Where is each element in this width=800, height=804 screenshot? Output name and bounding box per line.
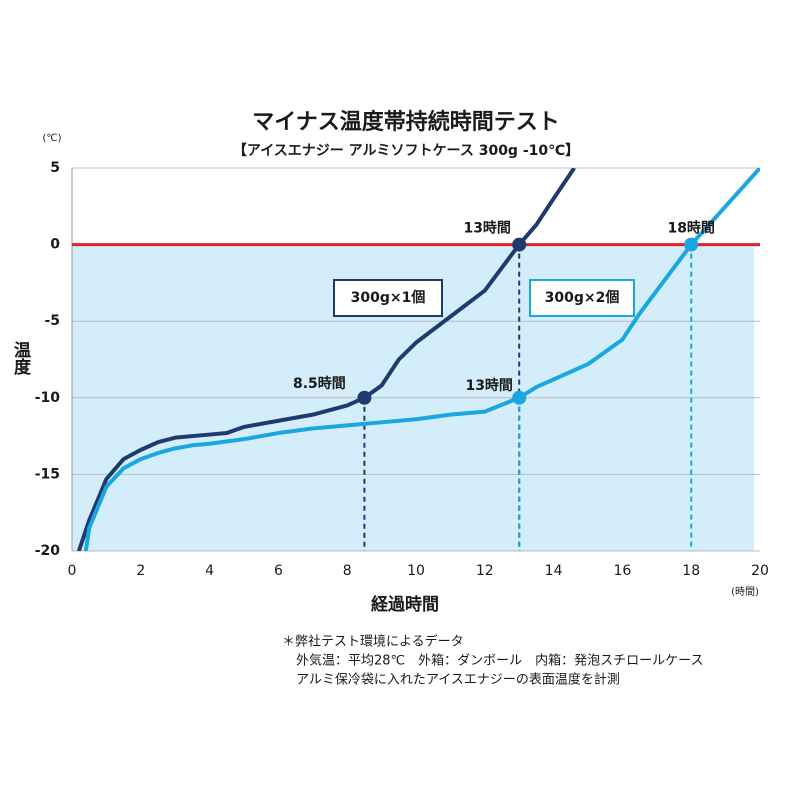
x-tick-label: 6 <box>274 563 283 579</box>
point-label: 18時間 <box>667 220 714 237</box>
chart-subtitle: 【アイスエナジー アルミソフトケース 300g -10℃】 <box>233 143 579 159</box>
y-tick-label: -15 <box>35 466 60 482</box>
x-tick-label: 14 <box>545 563 563 579</box>
point-marker <box>512 237 527 252</box>
series-line <box>83 168 760 551</box>
legend-box <box>529 279 635 317</box>
y-tick-label: -5 <box>44 313 60 329</box>
x-tick-label: 16 <box>613 563 631 579</box>
point-label: 13時間 <box>463 220 510 237</box>
x-tick-label: 2 <box>136 563 145 579</box>
point-marker <box>684 237 699 252</box>
x-unit: (時間) <box>731 586 759 598</box>
point-label: 8.5時間 <box>293 375 346 392</box>
chart-title: マイナス温度帯持続時間テスト <box>252 109 560 135</box>
y-tick-label: -20 <box>35 543 61 559</box>
point-label: 13時間 <box>465 377 512 394</box>
y-unit: (℃) <box>42 133 61 144</box>
legend-label: 300g×1個 <box>351 289 426 306</box>
series-line <box>76 168 576 551</box>
footnote: 外気温：平均28℃ 外箱：ダンボール 内箱：発泡スチロールケース <box>296 653 704 669</box>
y-axis-label: 温度 <box>10 341 31 376</box>
point-marker <box>357 390 372 405</box>
x-tick-label: 4 <box>205 563 214 579</box>
x-tick-label: 10 <box>407 563 425 579</box>
x-tick-label: 0 <box>68 563 77 579</box>
x-tick-label: 20 <box>751 563 769 579</box>
point-marker <box>512 390 527 405</box>
footnote: ＊弊社テスト環境によるデータ <box>282 634 464 650</box>
legend-box <box>333 279 443 317</box>
footnote: アルミ保冷袋に入れたアイスエナジーの表面温度を計測 <box>296 672 620 688</box>
y-tick-label: -10 <box>35 390 61 406</box>
x-tick-label: 12 <box>476 563 494 579</box>
y-tick-label: 5 <box>50 160 60 176</box>
legend-label: 300g×2個 <box>545 289 620 306</box>
x-axis-label: 経過時間 <box>371 594 439 615</box>
y-tick-label: 0 <box>50 237 60 253</box>
x-tick-label: 8 <box>343 563 352 579</box>
x-tick-label: 18 <box>682 563 700 579</box>
